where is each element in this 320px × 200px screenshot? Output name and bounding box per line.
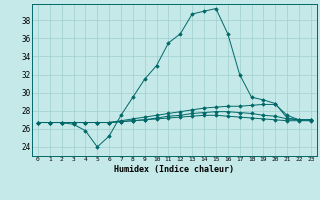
X-axis label: Humidex (Indice chaleur): Humidex (Indice chaleur): [115, 165, 234, 174]
